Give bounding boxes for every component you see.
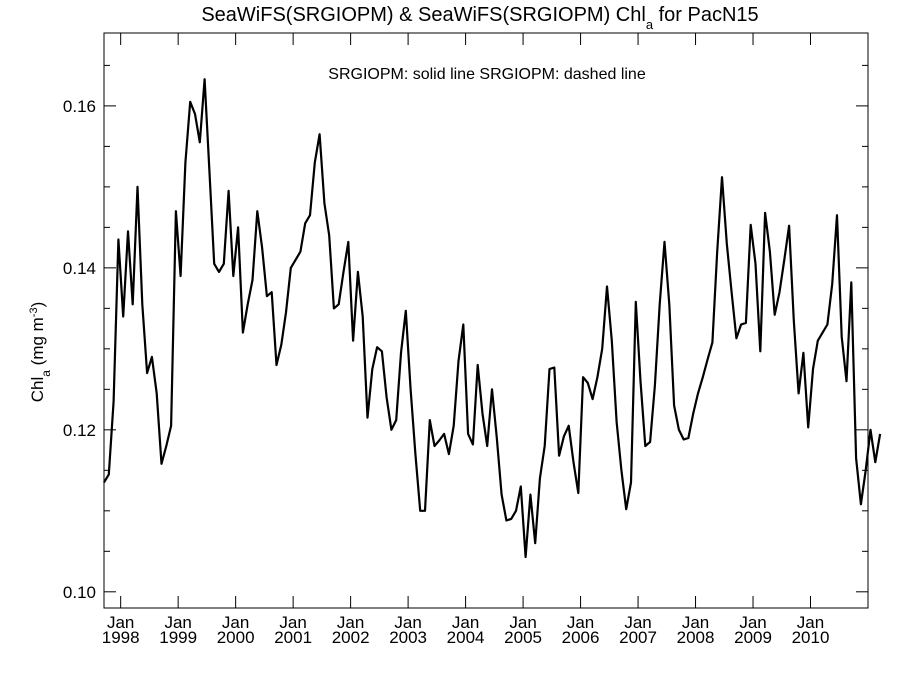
x-tick-month: Jan xyxy=(279,613,306,632)
x-tick-year: 2001 xyxy=(274,628,312,647)
x-tick-month: Jan xyxy=(107,613,134,632)
x-tick-year: 2010 xyxy=(792,628,830,647)
x-tick-month: Jan xyxy=(337,613,364,632)
series-line-solid xyxy=(103,78,882,559)
x-tick-year: 2005 xyxy=(504,628,542,647)
axis-frame xyxy=(103,32,869,609)
x-tick-month: Jan xyxy=(509,613,536,632)
x-tick-year: 2009 xyxy=(734,628,772,647)
y-tick-label: 0.12 xyxy=(63,421,96,440)
y-axis-label: Chla (mg m-3) xyxy=(28,302,53,403)
x-tick-month: Jan xyxy=(797,613,824,632)
x-tick-month: Jan xyxy=(164,613,191,632)
x-tick-month: Jan xyxy=(682,613,709,632)
x-tick-year: 1999 xyxy=(159,628,197,647)
x-tick-year: 2006 xyxy=(562,628,600,647)
x-tick-month: Jan xyxy=(739,613,766,632)
x-tick-month: Jan xyxy=(452,613,479,632)
x-tick-year: 2004 xyxy=(447,628,485,647)
y-tick-label: 0.16 xyxy=(63,97,96,116)
x-tick-month: Jan xyxy=(394,613,421,632)
plot-area: 0.100.120.140.16Jan1998Jan1999Jan2000Jan… xyxy=(63,32,882,647)
x-tick-year: 2003 xyxy=(389,628,427,647)
chart-legend-text: SRGIOPM: solid line SRGIOPM: dashed line xyxy=(328,66,646,83)
chart-title: SeaWiFS(SRGIOPM) & SeaWiFS(SRGIOPM) Chla… xyxy=(201,4,758,32)
x-tick-year: 2000 xyxy=(217,628,255,647)
x-tick-year: 2002 xyxy=(332,628,370,647)
x-tick-month: Jan xyxy=(222,613,249,632)
x-tick-year: 1998 xyxy=(102,628,140,647)
y-tick-label: 0.10 xyxy=(63,583,96,602)
x-tick-year: 2007 xyxy=(619,628,657,647)
x-tick-month: Jan xyxy=(624,613,651,632)
x-tick-year: 2008 xyxy=(677,628,715,647)
x-tick-month: Jan xyxy=(567,613,594,632)
y-tick-label: 0.14 xyxy=(63,259,96,278)
